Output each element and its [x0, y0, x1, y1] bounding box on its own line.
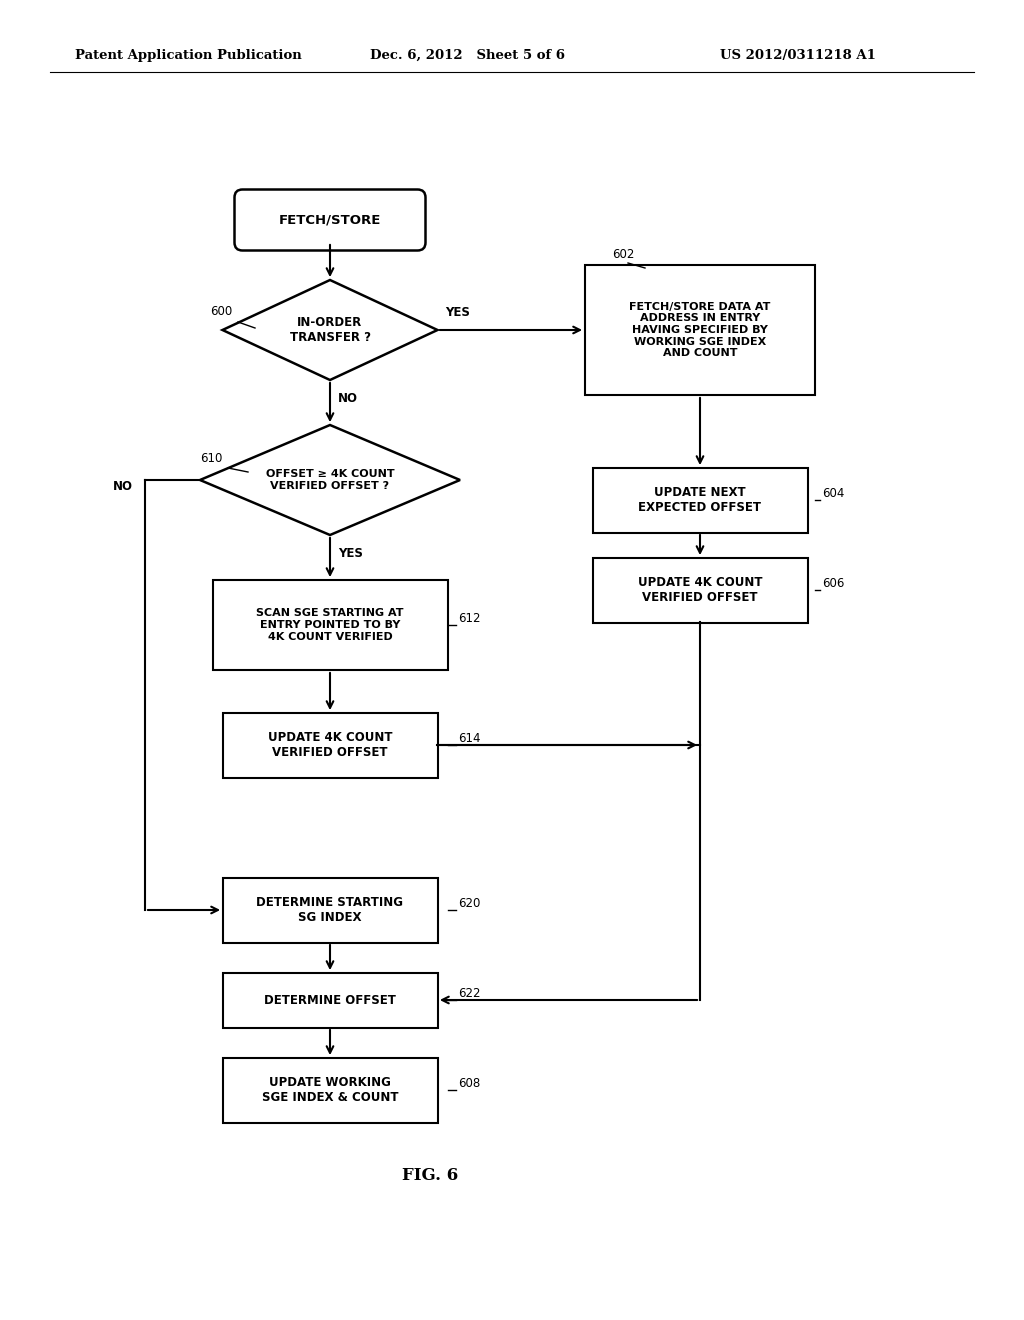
Bar — [222, 878, 437, 942]
FancyBboxPatch shape — [234, 190, 426, 251]
Text: 608: 608 — [458, 1077, 480, 1090]
Bar — [593, 467, 808, 532]
Text: 620: 620 — [458, 898, 480, 909]
Polygon shape — [200, 425, 460, 535]
Text: 622: 622 — [458, 987, 480, 1001]
Text: UPDATE 4K COUNT
VERIFIED OFFSET: UPDATE 4K COUNT VERIFIED OFFSET — [267, 731, 392, 759]
Bar — [222, 973, 437, 1027]
Text: NO: NO — [338, 392, 358, 405]
Text: YES: YES — [445, 306, 470, 319]
Text: 610: 610 — [200, 451, 222, 465]
Text: DETERMINE OFFSET: DETERMINE OFFSET — [264, 994, 396, 1006]
Text: 614: 614 — [458, 733, 480, 744]
Bar — [593, 557, 808, 623]
Text: IN-ORDER
TRANSFER ?: IN-ORDER TRANSFER ? — [290, 315, 371, 345]
Text: FIG. 6: FIG. 6 — [401, 1167, 458, 1184]
Bar — [213, 579, 447, 671]
Bar — [585, 265, 815, 395]
Text: DETERMINE STARTING
SG INDEX: DETERMINE STARTING SG INDEX — [256, 896, 403, 924]
Text: FETCH/STORE DATA AT
ADDRESS IN ENTRY
HAVING SPECIFIED BY
WORKING SGE INDEX
AND C: FETCH/STORE DATA AT ADDRESS IN ENTRY HAV… — [630, 302, 771, 358]
Text: NO: NO — [113, 480, 133, 492]
Text: FETCH/STORE: FETCH/STORE — [279, 214, 381, 227]
Text: OFFSET ≥ 4K COUNT
VERIFIED OFFSET ?: OFFSET ≥ 4K COUNT VERIFIED OFFSET ? — [265, 469, 394, 491]
Text: SCAN SGE STARTING AT
ENTRY POINTED TO BY
4K COUNT VERIFIED: SCAN SGE STARTING AT ENTRY POINTED TO BY… — [256, 609, 403, 642]
Text: YES: YES — [338, 546, 362, 560]
Text: US 2012/0311218 A1: US 2012/0311218 A1 — [720, 49, 876, 62]
Text: 602: 602 — [612, 248, 635, 261]
Polygon shape — [222, 280, 437, 380]
Bar — [222, 1057, 437, 1122]
Text: Patent Application Publication: Patent Application Publication — [75, 49, 302, 62]
Bar — [222, 713, 437, 777]
Text: 604: 604 — [822, 487, 845, 500]
Text: UPDATE 4K COUNT
VERIFIED OFFSET: UPDATE 4K COUNT VERIFIED OFFSET — [638, 576, 762, 605]
Text: 600: 600 — [210, 305, 232, 318]
Text: UPDATE NEXT
EXPECTED OFFSET: UPDATE NEXT EXPECTED OFFSET — [639, 486, 762, 513]
Text: UPDATE WORKING
SGE INDEX & COUNT: UPDATE WORKING SGE INDEX & COUNT — [262, 1076, 398, 1104]
Text: 606: 606 — [822, 577, 845, 590]
Text: 612: 612 — [458, 612, 480, 624]
Text: Dec. 6, 2012   Sheet 5 of 6: Dec. 6, 2012 Sheet 5 of 6 — [370, 49, 565, 62]
